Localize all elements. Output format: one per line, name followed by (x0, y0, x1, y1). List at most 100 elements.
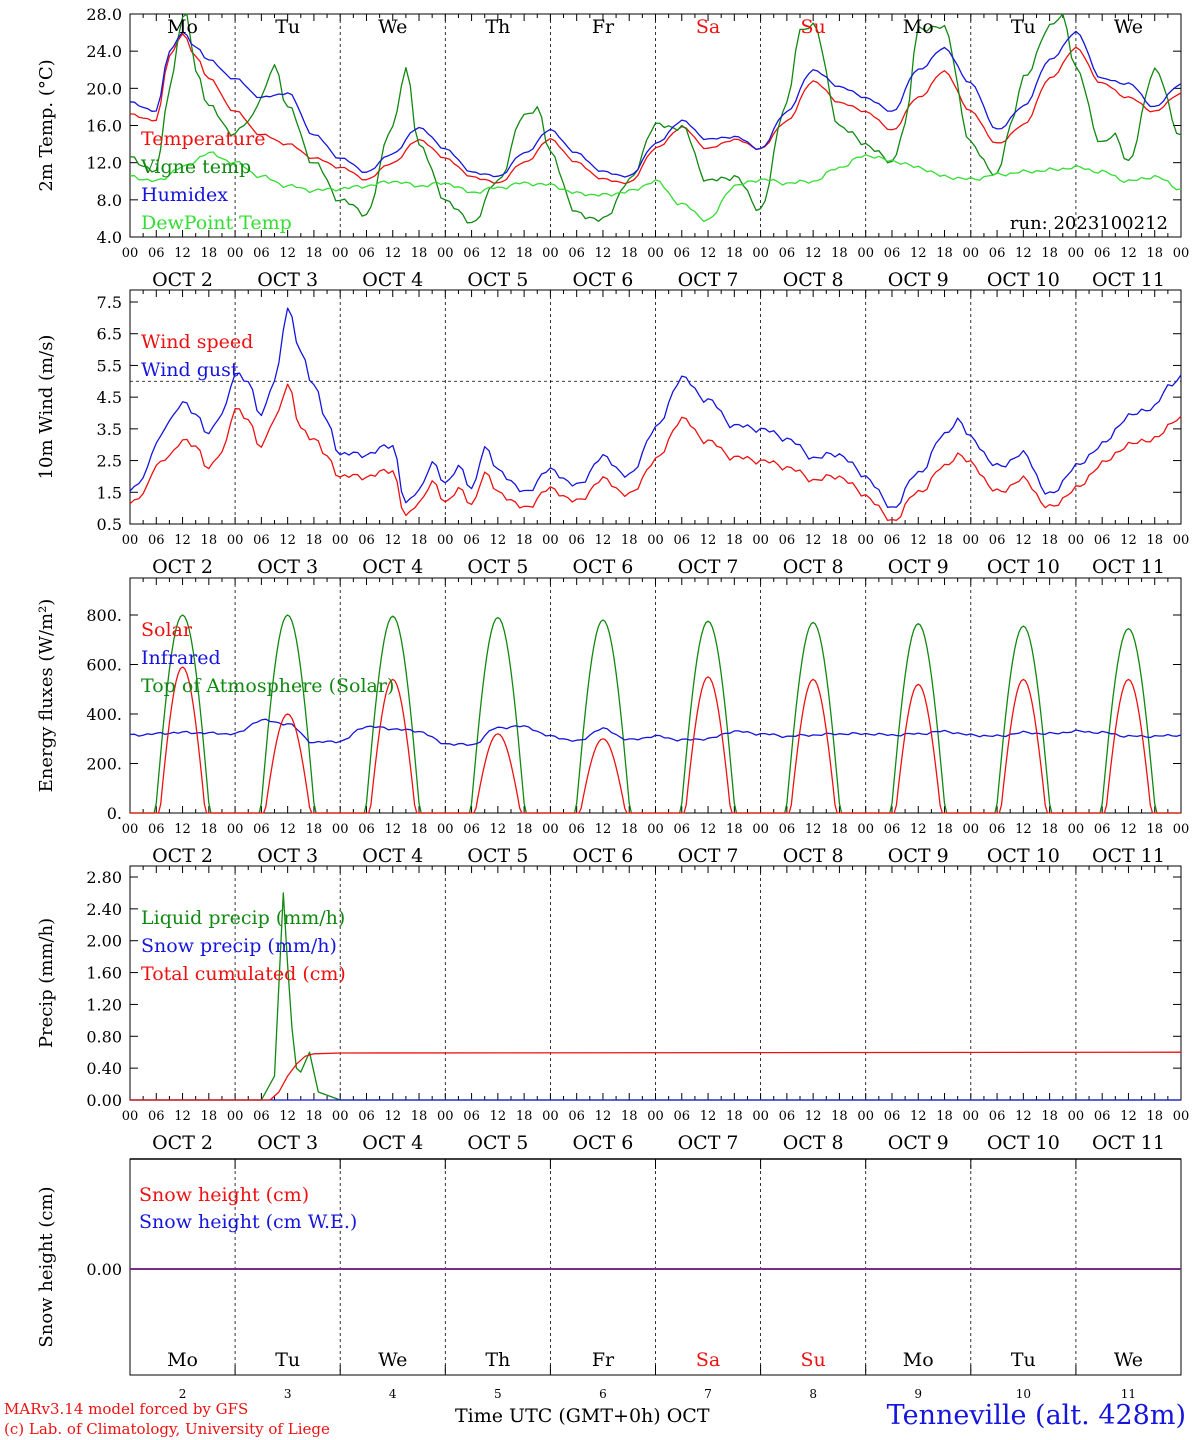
hour-tick-label: 18 (1041, 246, 1058, 261)
hour-tick-label: 12 (384, 822, 401, 837)
hour-tick-label: 06 (148, 822, 165, 837)
hour-tick-label: 12 (700, 1109, 717, 1124)
hour-tick-label: 12 (1120, 246, 1137, 261)
date-label: OCT 7 (678, 269, 739, 291)
weekday-label: Tu (1011, 16, 1036, 38)
hour-tick-label: 12 (910, 246, 927, 261)
infrared-series (129, 718, 1182, 747)
day-number-label: 2 (179, 1387, 187, 1400)
hour-tick-label: 06 (358, 822, 375, 837)
legend-green: Liquid precip (mm/h) (141, 907, 345, 929)
y-tick-label: 1.5 (97, 483, 122, 502)
hour-tick-label: 12 (279, 533, 296, 548)
date-label: OCT 7 (678, 845, 739, 867)
day-number-label: 10 (1016, 1387, 1031, 1400)
date-label: OCT 11 (1092, 1132, 1165, 1154)
hour-tick-label: 18 (936, 822, 953, 837)
y-tick-label: 1.20 (86, 995, 122, 1014)
hour-tick-label: 12 (174, 246, 191, 261)
model-credit: MARv3.14 model forced by GFS (4, 1400, 249, 1418)
weekday-label: Mo (167, 1349, 198, 1371)
date-label: OCT 10 (987, 556, 1060, 578)
day-number-label: 5 (494, 1387, 502, 1400)
hour-tick-label: 18 (726, 533, 743, 548)
legend-red: Wind speed (141, 331, 253, 353)
legend-blue: Infrared (141, 647, 221, 669)
hour-tick-label: 00 (647, 822, 664, 837)
hour-tick-label: 18 (1146, 1109, 1163, 1124)
hour-tick-label: 06 (779, 246, 796, 261)
hour-tick-label: 12 (700, 822, 717, 837)
legend-blue: Humidex (141, 184, 228, 206)
y-tick-label: 600. (86, 656, 122, 675)
date-label: OCT 4 (362, 269, 423, 291)
wind-series-red (129, 383, 1182, 522)
hour-tick-label: 00 (122, 822, 139, 837)
legend-blue: Wind gust (141, 359, 239, 381)
weekday-label: Tu (275, 1349, 300, 1371)
date-label: OCT 5 (467, 269, 528, 291)
hour-tick-label: 00 (752, 822, 769, 837)
hour-tick-label: 18 (201, 246, 218, 261)
weekday-label: We (1114, 1349, 1143, 1371)
hour-tick-label: 00 (752, 1109, 769, 1124)
date-label: OCT 5 (467, 1132, 528, 1154)
hour-tick-label: 00 (542, 822, 559, 837)
date-label: OCT 6 (572, 269, 633, 291)
hour-tick-label: 12 (910, 822, 927, 837)
legend-red: Solar (141, 619, 193, 641)
hour-tick-label: 18 (1146, 246, 1163, 261)
hour-tick-label: 00 (437, 1109, 454, 1124)
hour-tick-label: 06 (358, 246, 375, 261)
y-tick-label: 800. (86, 606, 122, 625)
day-number-label: 7 (704, 1387, 712, 1400)
hour-tick-label: 06 (568, 1109, 585, 1124)
hour-tick-label: 18 (726, 1109, 743, 1124)
hour-tick-label: 18 (1146, 822, 1163, 837)
hour-tick-label: 00 (227, 1109, 244, 1124)
date-label: OCT 9 (888, 556, 949, 578)
hour-tick-label: 00 (332, 1109, 349, 1124)
y-tick-label: 400. (86, 705, 122, 724)
legend-red: Snow height (cm) (139, 1184, 309, 1206)
y-tick-label: 28.0 (86, 5, 122, 24)
hour-tick-label: 18 (411, 822, 428, 837)
date-label: OCT 3 (257, 845, 318, 867)
hour-tick-label: 06 (989, 822, 1006, 837)
hour-tick-label: 18 (831, 533, 848, 548)
hour-tick-label: 18 (621, 1109, 638, 1124)
legend-green: Top of Atmosphere (Solar) (141, 675, 394, 697)
hour-tick-label: 00 (857, 533, 874, 548)
date-label: OCT 4 (362, 845, 423, 867)
date-label: OCT 3 (257, 556, 318, 578)
hour-tick-label: 06 (989, 1109, 1006, 1124)
hour-tick-label: 18 (516, 822, 533, 837)
hour-tick-label: 18 (621, 246, 638, 261)
hour-tick-label: 18 (936, 246, 953, 261)
date-label: OCT 4 (362, 1132, 423, 1154)
temp-series-green (129, 13, 1182, 224)
hour-tick-label: 06 (148, 1109, 165, 1124)
hour-tick-label: 00 (647, 1109, 664, 1124)
date-label: OCT 2 (152, 556, 213, 578)
y-tick-label: 0.00 (86, 1260, 122, 1279)
hour-tick-label: 06 (674, 246, 691, 261)
hour-tick-label: 12 (490, 822, 507, 837)
y-tick-label: 4.5 (97, 388, 122, 407)
hour-tick-label: 06 (1094, 1109, 1111, 1124)
weekday-label: Sa (696, 1349, 720, 1371)
hour-tick-label: 00 (963, 1109, 980, 1124)
hour-tick-label: 18 (306, 822, 323, 837)
hour-tick-label: 00 (857, 246, 874, 261)
hour-tick-label: 12 (174, 822, 191, 837)
weekday-label: Mo (167, 16, 198, 38)
y-tick-label: 0.40 (86, 1059, 122, 1078)
hour-tick-label: 06 (779, 822, 796, 837)
hour-tick-label: 00 (542, 533, 559, 548)
hour-tick-label: 06 (463, 246, 480, 261)
hour-tick-label: 06 (253, 533, 270, 548)
hour-tick-label: 00 (857, 822, 874, 837)
hour-tick-label: 18 (831, 822, 848, 837)
hour-tick-label: 00 (1068, 533, 1085, 548)
hour-tick-label: 12 (805, 822, 822, 837)
